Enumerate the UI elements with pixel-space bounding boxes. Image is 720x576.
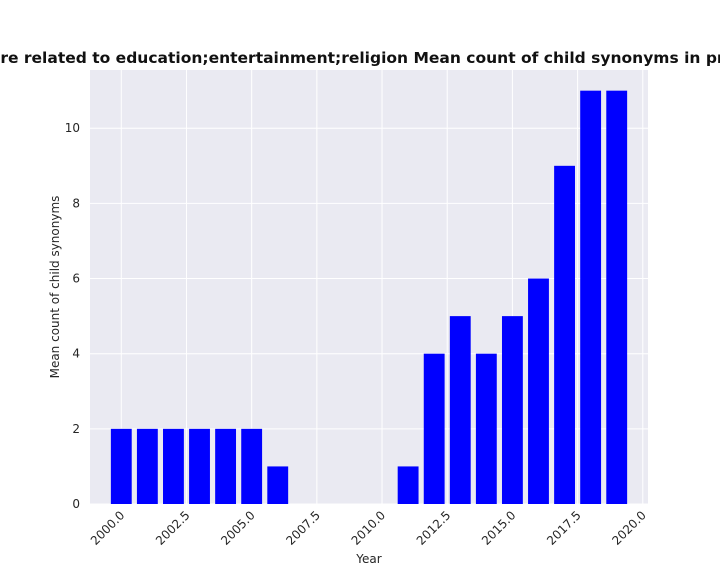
x-tick-label: 2010.0 bbox=[349, 508, 389, 548]
bars bbox=[110, 90, 628, 505]
bar-2000 bbox=[110, 428, 132, 504]
y-tick-label: 2 bbox=[72, 422, 80, 436]
bar-2005 bbox=[241, 428, 263, 504]
y-tick-labels: 0 2 4 6 8 10 bbox=[65, 121, 80, 511]
bar-2015 bbox=[501, 316, 523, 504]
x-tick-label: 2007.5 bbox=[283, 508, 323, 548]
y-axis-label: Mean count of child synonyms bbox=[48, 196, 62, 379]
x-tick-label: 2000.0 bbox=[88, 508, 128, 548]
x-tick-label: 2020.0 bbox=[609, 508, 649, 548]
x-tick-label: 2017.5 bbox=[544, 508, 584, 548]
y-tick-label: 10 bbox=[65, 121, 80, 135]
y-tick-label: 6 bbox=[72, 272, 80, 286]
x-tick-label: 2012.5 bbox=[414, 508, 454, 548]
y-tick-label: 8 bbox=[72, 196, 80, 210]
bar-2003 bbox=[189, 428, 210, 504]
bar-2019 bbox=[606, 90, 628, 505]
x-tick-label: 2015.0 bbox=[479, 508, 519, 548]
x-axis-label: Year bbox=[355, 552, 381, 566]
bar-2018 bbox=[580, 90, 602, 505]
bar-2004 bbox=[215, 428, 237, 504]
chart-title: ries are related to education;entertainm… bbox=[0, 49, 720, 67]
bar-2014 bbox=[475, 353, 497, 504]
y-tick-label: 4 bbox=[72, 347, 80, 361]
bar-2006 bbox=[267, 466, 289, 504]
gridlines bbox=[90, 70, 648, 505]
bar-2016 bbox=[528, 278, 549, 504]
bar-2013 bbox=[449, 316, 471, 504]
bar-2017 bbox=[554, 165, 575, 504]
bar-2001 bbox=[136, 428, 158, 504]
bar-2012 bbox=[423, 353, 445, 504]
x-tick-label: 2005.0 bbox=[218, 508, 258, 548]
y-tick-label: 0 bbox=[72, 497, 80, 511]
x-tick-labels: 2000.0 2002.5 2005.0 2007.5 2010.0 2012.5 2015… bbox=[88, 508, 649, 548]
bar-2011 bbox=[397, 466, 419, 504]
x-tick-label: 2002.5 bbox=[153, 508, 193, 548]
bar-2002 bbox=[163, 428, 184, 504]
